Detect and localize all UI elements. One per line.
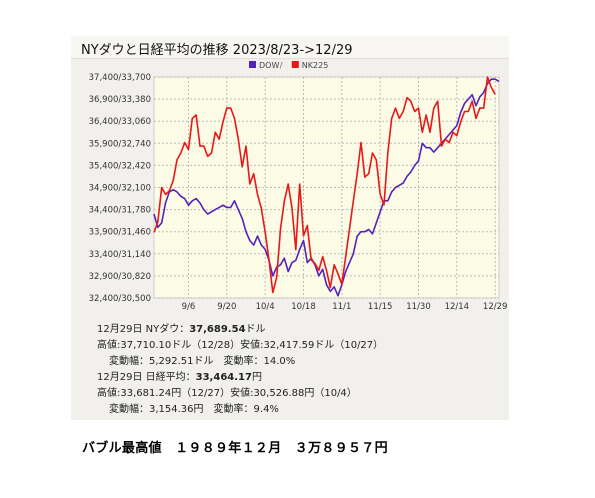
y-tick-label: 36,900/33,380 xyxy=(89,95,151,105)
x-tick-label: 10/4 xyxy=(256,302,275,312)
x-tick-label: 12/14 xyxy=(445,302,470,312)
series-line-nk225 xyxy=(153,76,496,294)
y-tick-label: 35,900/32,740 xyxy=(89,139,151,149)
y-tick-label: 34,400/31,780 xyxy=(89,206,151,216)
nk-close-line: 12月29日 日経平均：33,464.17円 xyxy=(97,370,262,385)
nk-close-value: 33,464.17 xyxy=(195,372,252,383)
x-tick-label: 10/18 xyxy=(291,302,316,312)
nk-close-prefix: 12月29日 日経平均： xyxy=(97,372,196,383)
legend-swatch-nk225 xyxy=(291,61,299,68)
y-tick-label: 36,400/33,060 xyxy=(89,117,151,127)
y-tick-label: 33,900/31,460 xyxy=(89,228,151,238)
x-tick-label: 11/1 xyxy=(332,302,351,312)
chart-widget: NYダウと日経平均の推移 2023/8/23->12/29 37,400/33,… xyxy=(71,36,509,420)
dow-change: 変動幅：5,292.51ドル 変動率：14.0% xyxy=(109,356,296,367)
y-tick-label: 34,900/32,100 xyxy=(89,184,151,194)
nk-high-low: 高値:33,681.24円（12/27）安値:30,526.88円（10/4） xyxy=(97,388,357,399)
nk-close-unit: 円 xyxy=(251,372,262,383)
x-tick-label: 11/30 xyxy=(406,302,431,312)
bubble-peak-note: バブル最高値 １９８９年１２月 ３万８９５７円 xyxy=(82,441,388,456)
y-tick-label: 33,400/31,140 xyxy=(89,250,151,260)
legend-label-nk225: NK225 xyxy=(302,61,329,70)
y-tick-label: 32,400/30,500 xyxy=(89,294,151,304)
summary-panel: 12月29日 NYダウ：37,689.54ドル 高値:37,710.10ドル（1… xyxy=(71,321,509,420)
dow-close-prefix: 12月29日 NYダウ： xyxy=(97,324,190,335)
x-tick-label: 12/29 xyxy=(483,302,508,312)
dow-high-low: 高値:37,710.10ドル（12/28）安値:32,417.59ドル（10/2… xyxy=(97,340,384,351)
x-tick-label: 9/20 xyxy=(217,302,236,312)
y-tick-label: 32,900/30,820 xyxy=(89,272,151,282)
dow-close-value: 37,689.54 xyxy=(189,324,246,335)
legend-label-dow: DOW xyxy=(259,61,279,70)
legend-separator: / xyxy=(280,61,283,70)
line-chart: 37,400/33,700 36,900/33,380 36,400/33,060 3… xyxy=(89,61,508,312)
legend-swatch-dow xyxy=(249,61,256,68)
nk-change: 変動幅：3,154.36円 変動率：9.4% xyxy=(109,404,279,415)
dow-close-unit: ドル xyxy=(245,324,266,335)
x-tick-label: 9/6 xyxy=(182,302,196,312)
dow-close-line: 12月29日 NYダウ：37,689.54ドル xyxy=(97,322,266,337)
y-tick-label: 35,400/32,420 xyxy=(89,161,151,171)
x-tick-label: 11/15 xyxy=(368,302,393,312)
chart-title-bar: NYダウと日経平均の推移 2023/8/23->12/29 xyxy=(71,36,509,59)
y-tick-label: 37,400/33,700 xyxy=(89,73,151,83)
chart-title: NYダウと日経平均の推移 2023/8/23->12/29 xyxy=(81,43,353,58)
